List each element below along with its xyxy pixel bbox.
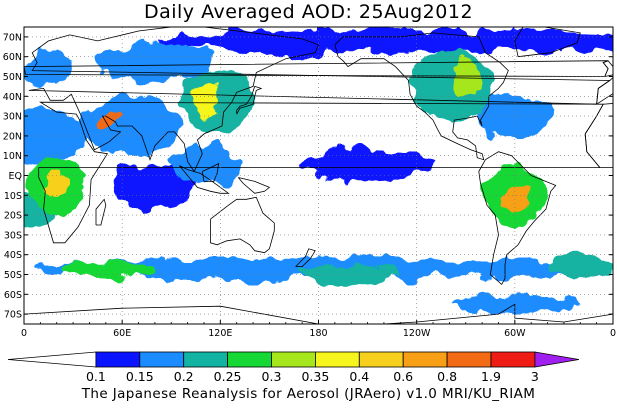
- coastline-eurasia: [28, 27, 611, 173]
- aod-region-southern-ocean-atlantic: [547, 252, 613, 277]
- x-tick-label: 180: [309, 328, 327, 339]
- coastline-japan: [236, 85, 263, 115]
- aod-field: [24, 27, 613, 315]
- y-tick-label: 70N: [3, 32, 22, 43]
- map-gridlines: [24, 27, 613, 324]
- coastline-indonesia: [179, 165, 230, 194]
- x-tick-label: 60E: [113, 328, 131, 339]
- y-tick-label: EQ: [9, 171, 22, 182]
- aod-region-southern-ocean-indian: [56, 260, 155, 281]
- aod-region-arctic-north-atlantic: [154, 29, 613, 53]
- coastline-greenland: [514, 27, 581, 58]
- colorbar-level-label: 0.1: [86, 369, 106, 384]
- colorbar-swatch: [271, 351, 316, 368]
- aod-region-southern-ocean-pacific: [302, 264, 401, 285]
- coastline-north-america: [334, 32, 509, 161]
- colorbar-swatch: [139, 351, 185, 368]
- coastline-africa-wrap: [584, 103, 613, 168]
- coastline-south-america: [478, 151, 557, 286]
- y-tick-label: 30N: [3, 112, 22, 123]
- colorbar-level-label: 0.35: [301, 369, 329, 384]
- colorbar-swatch: [358, 351, 404, 368]
- colorbar-swatch: [95, 351, 141, 368]
- y-tick-label: 60N: [3, 52, 22, 63]
- colorbar-level-label: 3: [531, 369, 539, 384]
- y-tick-label: 50S: [4, 270, 22, 281]
- y-tick-label: 20N: [3, 131, 22, 142]
- colorbar-level-label: 0.6: [393, 369, 413, 384]
- x-tick-label: 60W: [504, 328, 526, 339]
- aod-region-arctic-north-pacific: [253, 27, 335, 59]
- colorbar-low-triangle: [7, 351, 97, 368]
- x-tick-label: 120E: [208, 328, 232, 339]
- colorbar-swatch: [314, 351, 360, 368]
- y-tick-label: 20S: [4, 211, 22, 222]
- colorbar-level-label: 1.9: [481, 369, 501, 384]
- coastline-new-zealand: [295, 248, 316, 267]
- y-tick-label: 60S: [4, 290, 22, 301]
- colorbar-swatch: [402, 351, 448, 368]
- coastline-new-guinea: [237, 177, 271, 194]
- aod-region-middle-east-dust: [99, 112, 119, 128]
- coastline-africa: [38, 101, 604, 244]
- colorbar-level-label: 0.8: [437, 369, 457, 384]
- coastline-uk-wrap: [602, 60, 613, 77]
- aod-region-congo-basin: [43, 173, 70, 198]
- aod-region-north-america-smoke: [449, 60, 483, 93]
- colorbar-swatch: [446, 351, 492, 368]
- data-source-credit: The Japanese Reanalysis for Aerosol (JRA…: [81, 386, 536, 402]
- y-tick-label: 10N: [3, 151, 22, 162]
- colorbar-level-label: 0.15: [126, 369, 154, 384]
- colorbar-level-label: 0.25: [214, 369, 242, 384]
- colorbar-level-label: 0.4: [349, 369, 369, 384]
- y-tick-label: 10S: [4, 191, 22, 202]
- y-tick-label: 40N: [3, 92, 22, 103]
- x-tick-label: 0: [610, 328, 616, 339]
- map-title: Daily Averaged AOD: 25Aug2012: [143, 1, 474, 23]
- colorbar-level-label: 0.2: [174, 369, 194, 384]
- coastline-australia: [210, 196, 275, 254]
- aod-region-china: [192, 84, 222, 117]
- x-tick-label: 0: [21, 328, 27, 339]
- aod-region-tropical-pacific: [302, 149, 433, 182]
- colorbar-high-triangle: [534, 351, 579, 368]
- coastline-madagascar: [95, 198, 107, 226]
- longitude-axis: 0 60E 120E 180 120W 60W 0: [21, 320, 616, 339]
- coastline-borneo: [201, 162, 220, 182]
- aod-region-north-africa-sahara: [24, 108, 87, 164]
- colorbar-swatch: [183, 351, 228, 368]
- y-tick-label: 40S: [4, 250, 22, 261]
- colorbar-level-label: 0.3: [262, 369, 282, 384]
- colorbar-swatch: [490, 351, 536, 368]
- y-tick-label: 70S: [4, 310, 22, 321]
- aod-colorbar: 0.1 0.15 0.2 0.25 0.3 0.35 0.4 0.6 0.8 1.9 3: [7, 351, 579, 384]
- x-tick-label: 120W: [403, 328, 431, 339]
- y-tick-label: 50N: [3, 72, 22, 83]
- y-tick-label: 30S: [4, 230, 22, 241]
- colorbar-swatch: [227, 351, 272, 368]
- latitude-axis: 70N 60N 50N 40N 30N 20N 10N EQ 10S 20S 30S 40S 50S 60…: [3, 32, 613, 321]
